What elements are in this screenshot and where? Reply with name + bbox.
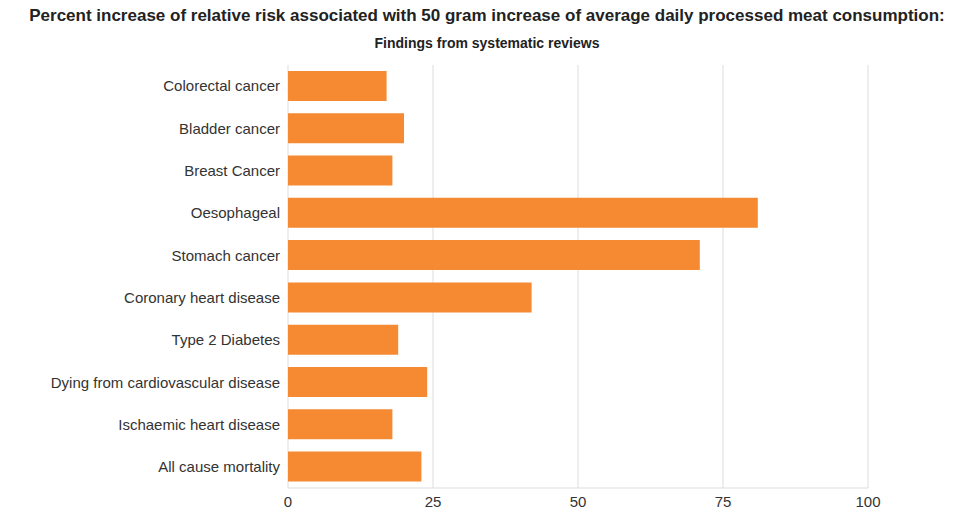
svg-text:Ischaemic heart disease: Ischaemic heart disease <box>118 416 280 433</box>
svg-text:25: 25 <box>425 493 442 510</box>
svg-text:100: 100 <box>855 493 880 510</box>
svg-text:Bladder cancer: Bladder cancer <box>179 120 280 137</box>
svg-text:Oesophageal: Oesophageal <box>191 204 280 221</box>
svg-text:Dying from cardiovascular dise: Dying from cardiovascular disease <box>51 374 280 391</box>
svg-text:50: 50 <box>570 493 587 510</box>
svg-text:Stomach cancer: Stomach cancer <box>172 247 280 264</box>
svg-text:Breast Cancer: Breast Cancer <box>184 162 280 179</box>
html-text:Findings from systematic revie: Findings from systematic reviews <box>374 35 600 51</box>
html-text:Percent increase of relative r: Percent increase of relative risk associ… <box>29 6 945 25</box>
svg-text:0: 0 <box>284 493 292 510</box>
svg-text:75: 75 <box>715 493 732 510</box>
svg-text:Coronary heart disease: Coronary heart disease <box>124 289 280 306</box>
svg-text:All cause mortality: All cause mortality <box>158 458 280 475</box>
svg-text:Colorectal cancer: Colorectal cancer <box>163 77 280 94</box>
svg-text:Type 2 Diabetes: Type 2 Diabetes <box>172 331 280 348</box>
